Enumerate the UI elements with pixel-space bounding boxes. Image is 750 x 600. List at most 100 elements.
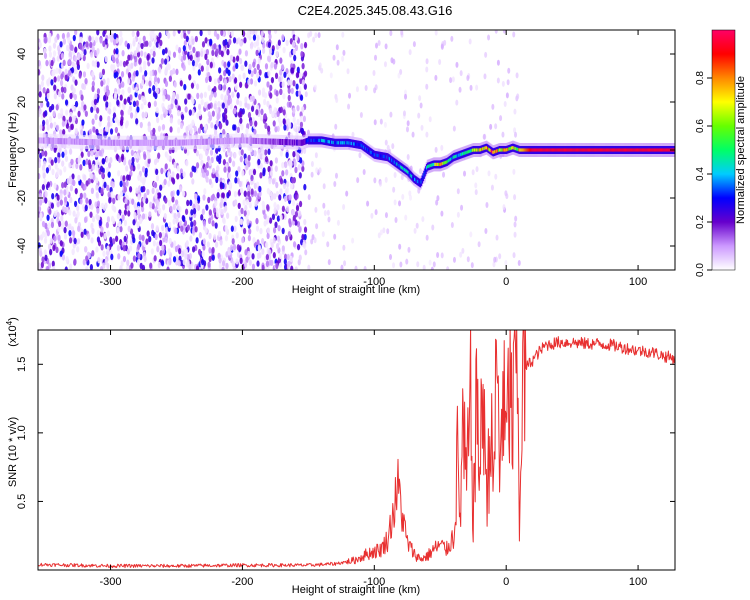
spectrogram-noise-cell [77,174,81,182]
spectrogram-noise-cell [245,127,249,135]
spectrogram-noise-cell [101,158,106,165]
spectrogram-noise-cell [227,249,231,256]
spectrogram-noise-cell [114,126,119,134]
spectrogram-noise-cell [415,222,419,229]
spectrogram-noise-cell [63,206,68,214]
spectrogram-noise-cell [267,165,271,173]
spectrogram-noise-cell [173,240,177,247]
spectrogram-noise-cell [420,124,424,131]
spectrogram-ridge-cell [155,141,158,145]
spectrogram-ridge-cell [634,148,637,152]
spectrogram-ridge-cell [336,141,339,145]
spectrogram-noise-cell [235,170,239,177]
spectrogram-ridge-cell [589,148,592,152]
spectrogram-noise-cell [112,217,116,225]
spectrogram-noise-cell [116,244,121,252]
spectrogram-noise-cell [436,195,440,202]
spectrogram-ridge-cell [261,139,264,143]
spectrogram-noise-cell [469,84,473,91]
spectrogram-ridge-cell [545,148,547,152]
spectrogram-noise-cell [116,212,120,220]
spectrogram-noise-cell [44,197,48,204]
spectrogram-noise-cell [298,226,302,233]
spectrogram-noise-cell [303,83,307,90]
spectrogram-noise-cell [279,188,283,195]
spectrogram-noise-cell [171,171,175,178]
spectrogram-ridge-cell [547,148,549,152]
spectrogram-ridge-cell [316,138,318,142]
spectrogram-ridge-cell [422,175,424,179]
spectrogram-ridge-cell [455,154,458,158]
spectrogram-ridge-cell [401,165,403,170]
spectrogram-noise-cell [205,48,210,56]
spectrogram-noise-cell [276,215,280,222]
spectrogram-noise-cell [141,74,146,81]
spectrogram-ridge-cell [216,139,219,143]
spectrogram-ridge-cell [175,141,178,145]
spectrogram-noise-cell [286,205,290,213]
spectrogram-noise-cell [233,152,237,159]
spectrogram-noise-cell [44,190,48,198]
spectrogram-noise-cell [261,264,265,270]
spectrogram-noise-cell [91,36,95,43]
spectrogram-ridge-cell [183,140,185,145]
spectrogram-noise-cell [90,203,94,210]
spectrogram-ridge-cell [424,170,426,175]
spectrogram-ridge-cell [641,148,643,152]
spectrogram-ridge-cell [246,138,248,143]
spectrogram-noise-cell [278,76,282,83]
spectrogram-ridge-cell [150,141,153,145]
spectrogram-noise-cell [77,237,81,245]
spectrogram-noise-cell [281,34,285,41]
spectrogram-noise-cell [351,131,355,138]
spectrogram-noise-cell [301,79,305,86]
spectrogram-ridge-cell [521,148,523,152]
snr-y-axis: 0.51.01.5 [16,357,675,509]
spectrogram-noise-cell [189,171,193,178]
spectrogram-ridge-cell [176,141,179,145]
spectrogram-ridge-cell [522,148,525,152]
spectrogram-noise-cell [232,160,236,167]
spectrogram-noise-cell [281,227,285,235]
spectrogram-noise-cell [334,172,338,179]
spectrogram-ridge-cell [253,139,256,143]
spectrogram-ridge-cell [146,141,148,145]
spectrogram-noise-cell [244,249,248,256]
spectrogram-noise-cell [428,259,432,266]
spectrogram-noise-cell [215,169,219,177]
spectrogram-noise-cell [85,158,89,165]
spectrogram-noise-cell [54,36,58,43]
spectrogram-noise-cell [484,227,488,234]
spectrogram-ridge-cell [233,139,235,143]
spectrogram-ridge-cell [664,148,666,152]
spectrogram-noise-cell [127,96,131,103]
spectrogram-noise-cell [158,231,162,239]
spectrogram-noise-cell [62,59,66,67]
spectrogram-noise-cell [219,181,223,188]
spectrogram-ridge-cell [42,138,44,143]
spectrogram-ridge-cell [169,141,172,145]
spectrogram-ridge-cell [580,148,582,152]
spectrogram-noise-cell [237,202,241,210]
spectrogram-noise-cell [341,31,345,38]
spectrogram-noise-cell [91,45,95,53]
spectrogram-ridge-cell [416,179,419,183]
spectrogram-ridge-cell [566,148,568,152]
spectrogram-noise-cell [182,258,186,266]
spectrogram-ridge-cell [232,139,234,143]
spectrogram-noise-cell [99,128,103,136]
spectrogram-noise-cell [515,72,519,79]
spectrogram-noise-cell [487,34,491,41]
spectrogram-ridge-cell [234,139,236,143]
spectrogram-noise-cell [451,76,455,83]
spectrogram-ridge-cell [59,139,62,143]
spectrogram-noise-cell [166,154,170,161]
spectrogram-noise-cell [279,57,283,64]
spectrogram-noise-cell [90,106,94,113]
spectrogram-noise-cell [72,87,76,94]
spectrogram-noise-cell [223,195,228,202]
spectrogram-ridge-cell [636,148,639,152]
spectrogram-noise-cell [155,41,159,48]
spectrogram-noise-cell [227,99,231,106]
